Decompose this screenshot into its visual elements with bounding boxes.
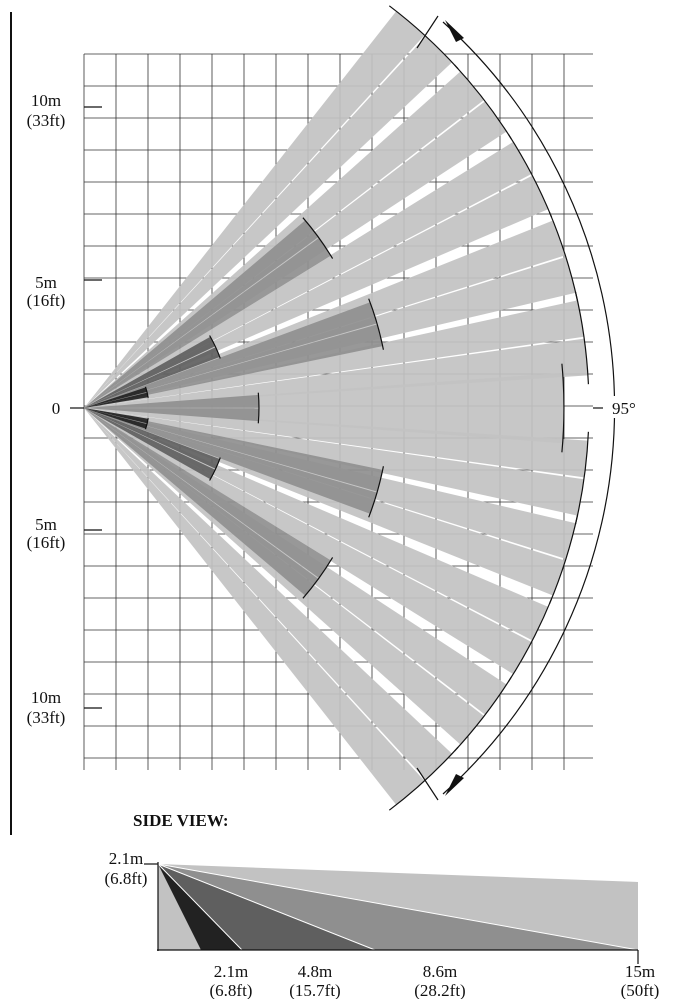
beam-mid bbox=[84, 408, 331, 578]
side-zone-separator-1 bbox=[157, 863, 243, 951]
coverage-arc-extension-bottom bbox=[416, 767, 439, 801]
side-x-label-2-1m: 2.1m bbox=[214, 962, 248, 981]
beam-mid bbox=[84, 302, 377, 408]
beam-end-arc bbox=[574, 291, 589, 385]
angle-label-backdrop bbox=[603, 396, 641, 418]
side-x-label-2-1m-ft: (6.8ft) bbox=[210, 981, 253, 999]
beam-darkest bbox=[84, 408, 147, 429]
side-view: SIDE VIEW: 2.1m (6.8ft) 2.1m (6.8ft) 4.8… bbox=[105, 811, 660, 999]
beam-light bbox=[84, 11, 425, 408]
beam-end-arc bbox=[144, 418, 149, 430]
y-label-10m-top: 10m bbox=[31, 91, 61, 110]
y-label-5m-top-ft: (16ft) bbox=[27, 291, 66, 310]
y-label-5m-bottom: 5m bbox=[35, 515, 57, 534]
beam-fan bbox=[84, 5, 589, 811]
beam-light bbox=[84, 36, 453, 409]
y-label-10m-top-ft: (33ft) bbox=[27, 111, 66, 130]
beam-end-arc bbox=[209, 335, 221, 359]
beam-mid bbox=[84, 394, 259, 408]
side-x-label-4-8m: 4.8m bbox=[298, 962, 332, 981]
y-label-zero: 0 bbox=[52, 399, 61, 418]
beam-end-arc bbox=[368, 298, 384, 350]
beam-light bbox=[84, 408, 588, 478]
coverage-angle-label: 95° bbox=[612, 399, 636, 418]
beam-end-arc bbox=[368, 466, 384, 518]
y-label-5m-bottom-ft: (16ft) bbox=[27, 533, 66, 552]
side-height-label-ft: (6.8ft) bbox=[105, 869, 148, 888]
y-label-10m-bottom: 10m bbox=[31, 688, 61, 707]
beam-light bbox=[84, 408, 425, 805]
arrowhead-down-icon bbox=[445, 774, 464, 796]
beam-light bbox=[84, 408, 507, 715]
beam-light bbox=[84, 408, 453, 780]
side-x-label-15m-ft: (50ft) bbox=[621, 981, 660, 999]
beam-mid bbox=[84, 220, 319, 408]
side-view-title: SIDE VIEW: bbox=[133, 811, 229, 830]
coverage-arc-extension-top bbox=[416, 15, 439, 49]
beam-end-arc bbox=[302, 557, 334, 599]
beam-dark bbox=[84, 408, 220, 469]
beam-darkest bbox=[84, 392, 149, 408]
beam-end-arc bbox=[302, 217, 334, 259]
side-x-label-8-6m-ft: (28.2ft) bbox=[414, 981, 465, 999]
beam-mid bbox=[84, 408, 383, 492]
beam-light bbox=[84, 338, 588, 408]
beam-darkest bbox=[84, 387, 147, 408]
beam-dark bbox=[84, 336, 216, 408]
beam-dark bbox=[84, 408, 216, 480]
side-x-label-8-6m: 8.6m bbox=[423, 962, 457, 981]
side-x-label-4-8m-ft: (15.7ft) bbox=[289, 981, 340, 999]
beam-darkest bbox=[84, 408, 149, 424]
beam-mid bbox=[84, 408, 377, 514]
beam-light bbox=[84, 408, 532, 675]
y-label-5m-top: 5m bbox=[35, 273, 57, 292]
beam-light bbox=[84, 141, 532, 408]
side-height-label: 2.1m bbox=[109, 849, 143, 868]
beam-end-arc bbox=[144, 386, 149, 398]
y-label-10m-bottom-ft: (33ft) bbox=[27, 708, 66, 727]
beam-mid bbox=[84, 408, 259, 422]
arrowhead-up-icon bbox=[445, 20, 464, 42]
beam-end-arc bbox=[257, 392, 260, 424]
beam-mid bbox=[84, 324, 383, 408]
beam-mid bbox=[84, 408, 319, 596]
side-zone-separator-2 bbox=[157, 863, 376, 951]
beam-dark bbox=[84, 347, 220, 408]
beam-end-arc bbox=[561, 363, 565, 453]
side-zone-separator-3 bbox=[157, 863, 639, 951]
beam-light bbox=[84, 101, 507, 409]
beam-mid bbox=[84, 238, 331, 408]
beam-end-arc bbox=[209, 457, 221, 481]
top-view: 10m (33ft) 5m (16ft) 0 5m (16ft) 10m (33… bbox=[10, 5, 641, 835]
side-x-label-15m: 15m bbox=[625, 962, 655, 981]
